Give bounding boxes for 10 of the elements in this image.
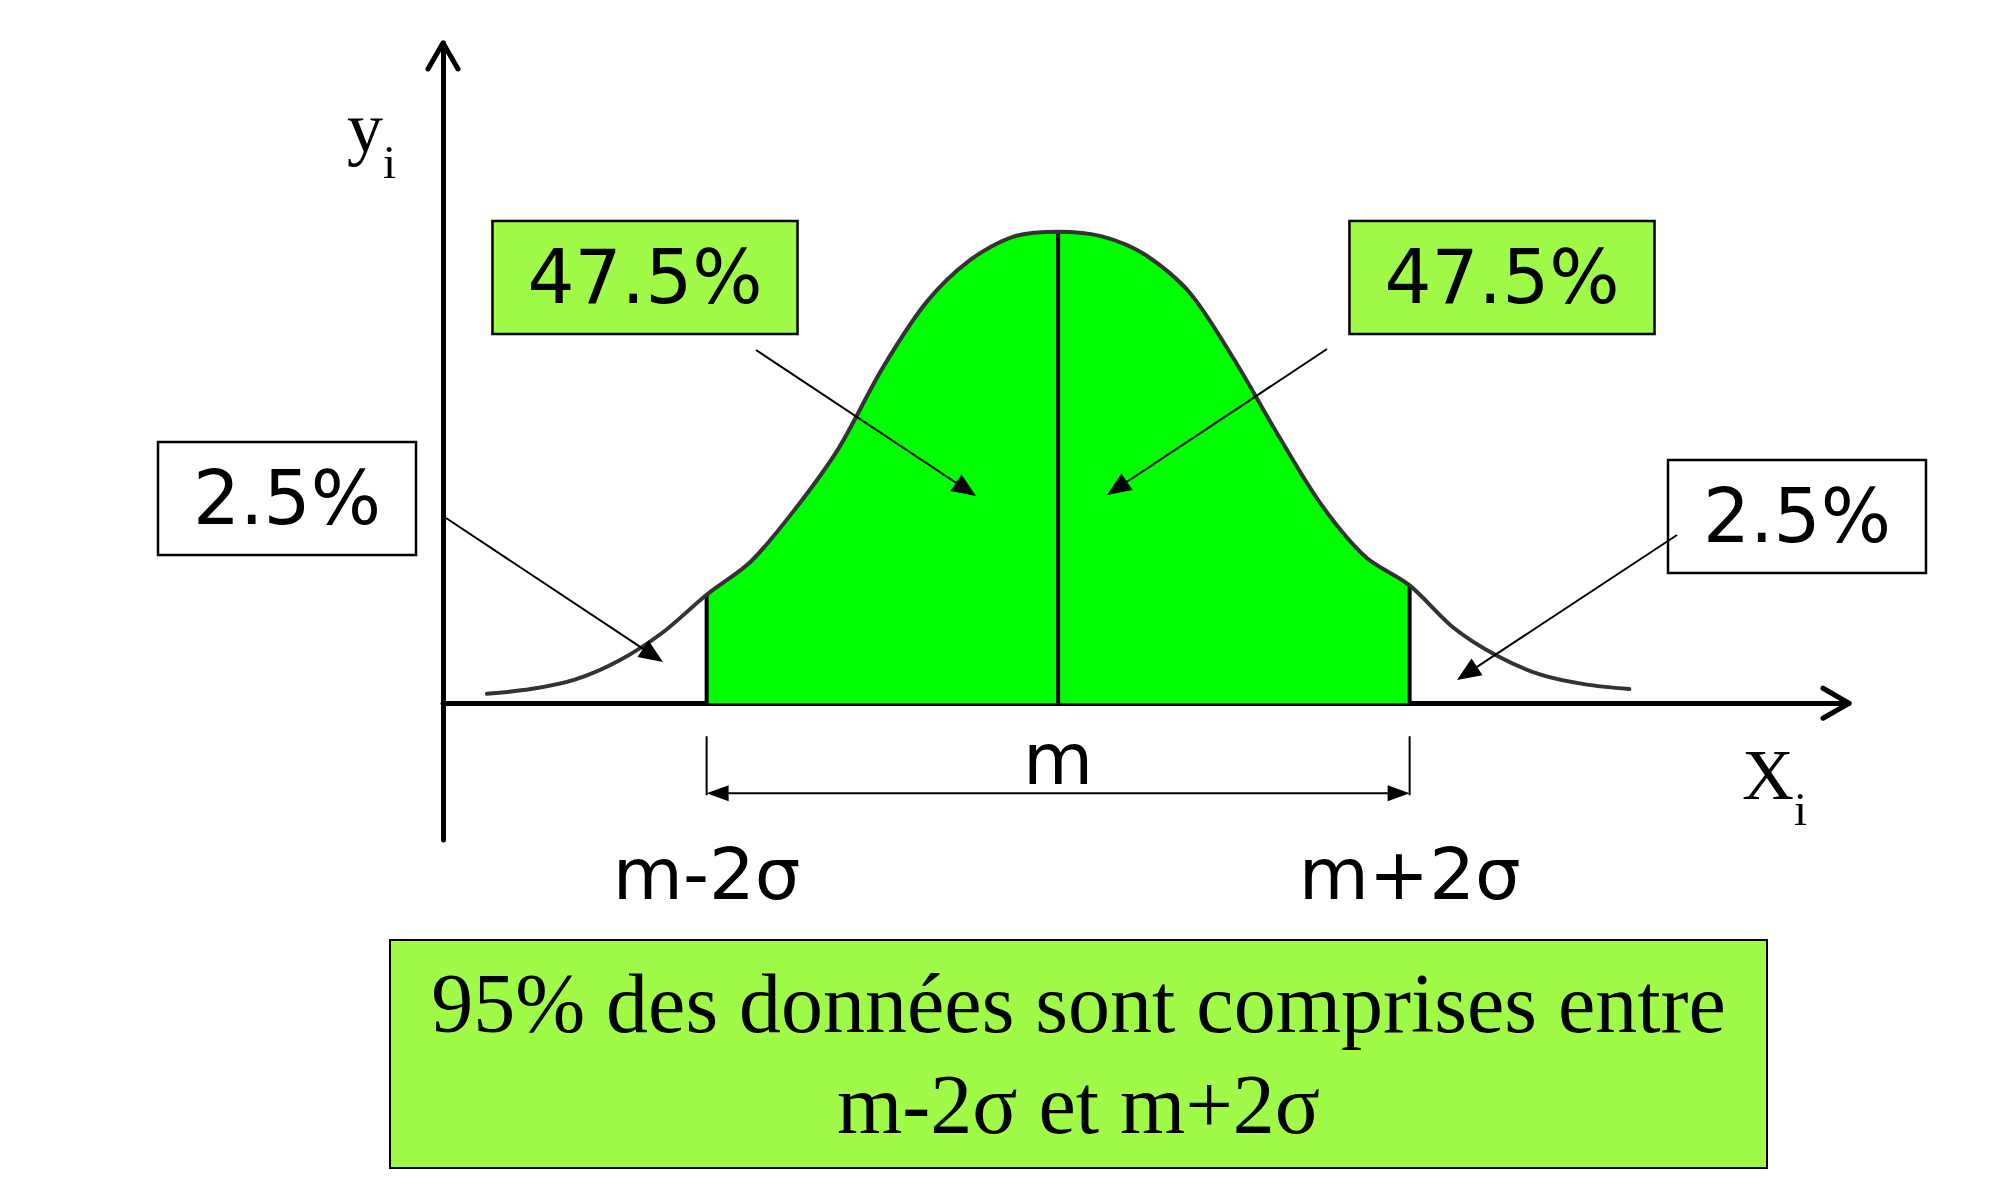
- y-axis-title: y$_{i}$: [346, 88, 396, 188]
- text: 95% des données sont comprises entre m-2σ et m+2σ: [430, 956, 1727, 1153]
- annotation: 47.5%: [527, 234, 763, 320]
- annotation: 47.5%: [1384, 234, 1620, 320]
- text: m: [1023, 717, 1094, 802]
- x-tick-label: m+2σ: [1298, 832, 1521, 917]
- x-tick-label: m-2σ: [612, 832, 801, 917]
- x-axis-title: X$_{i}$: [1742, 735, 1808, 836]
- annotation: 2.5%: [1703, 473, 1891, 559]
- text: 2.5%: [193, 455, 381, 541]
